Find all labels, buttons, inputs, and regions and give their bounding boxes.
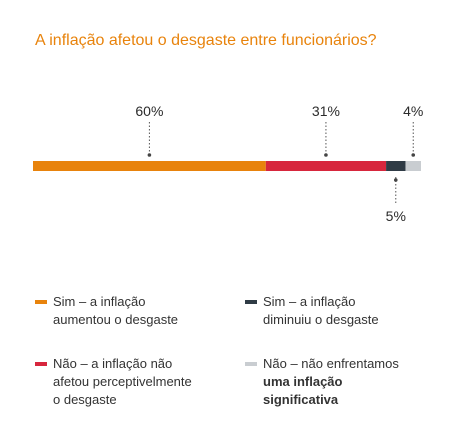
data-label: 31% <box>312 103 340 119</box>
legend-item-nao-nao-enfrentamos: Não – não enfrentamos uma inflação signi… <box>245 355 433 409</box>
legend-swatch <box>35 362 47 366</box>
legend-label: Não – a inflação não afetou perceptivelm… <box>53 356 192 407</box>
bar-segment <box>265 161 387 171</box>
data-label: 60% <box>135 103 163 119</box>
legend-swatch <box>245 362 257 366</box>
bar-segment <box>386 161 406 171</box>
legend-swatch <box>245 300 257 304</box>
leader-dot <box>393 178 398 182</box>
data-label: 5% <box>386 208 406 224</box>
stacked-bar-chart: 60% 31% 5% 4% <box>33 103 423 224</box>
legend-label: Sim – a inflação aumentou o desgaste <box>53 294 179 327</box>
leader-dot <box>147 153 152 157</box>
leader-dot <box>411 153 416 157</box>
chart-title: A inflação afetou o desgaste entre funci… <box>35 32 377 49</box>
bar-segment <box>33 161 266 171</box>
legend-item-sim-diminuiu: Sim – a inflação diminuiu o desgaste <box>245 293 433 329</box>
legend-label: Não – não enfrentamos uma inflação signi… <box>263 356 399 407</box>
leader-dot <box>324 153 328 157</box>
legend-item-nao-nao-afetou: Não – a inflação não afetou perceptivelm… <box>35 355 223 409</box>
bar-segment <box>405 161 421 171</box>
data-label: 4% <box>403 103 423 119</box>
legend-swatch <box>35 300 47 304</box>
legend-label: Sim – a inflação diminuiu o desgaste <box>263 294 379 327</box>
legend-item-sim-aumentou: Sim – a inflação aumentou o desgaste <box>35 293 223 329</box>
